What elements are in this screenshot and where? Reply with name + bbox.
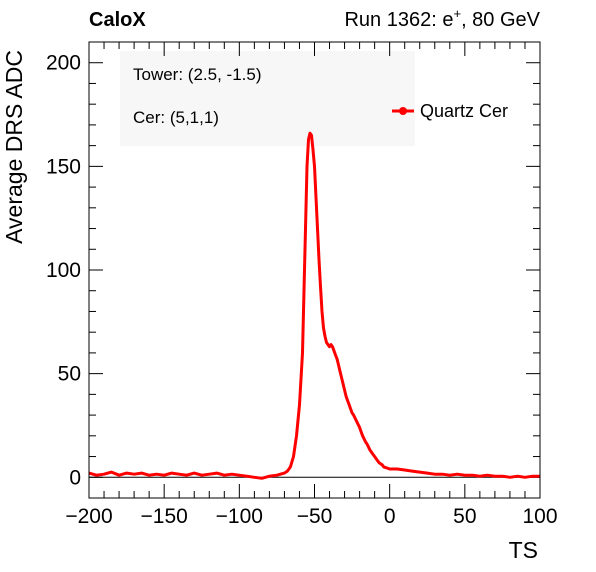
x-tick-label: 0: [384, 505, 396, 528]
header-right-main: Run 1362: e: [344, 9, 453, 31]
x-tick-label: −100: [216, 505, 263, 528]
header-right-tail: , 80 GeV: [461, 9, 541, 31]
y-tick-label: 50: [58, 363, 81, 386]
x-tick-label: 50: [453, 505, 476, 528]
header-right: Run 1362: e+, 80 GeV: [344, 6, 540, 31]
y-tick-label: 150: [46, 155, 81, 178]
series-line-quartz-cer: [88, 131, 540, 480]
legend-label: Quartz Cer: [420, 101, 508, 121]
x-tick-label: −200: [65, 505, 112, 528]
plot-frame: [88, 41, 541, 499]
axes: −200 −150 −100 −50 0 50 100 0 50 100 150 200: [46, 41, 558, 528]
x-tick-label: −50: [297, 505, 333, 528]
y-tick-label: 200: [46, 52, 81, 75]
info-cer: Cer: (5,1,1): [133, 108, 219, 127]
legend: Quartz Cer: [392, 101, 508, 121]
info-box: [120, 51, 415, 146]
y-tick-label: 0: [69, 466, 81, 489]
y-axis-title: Average DRS ADC: [1, 50, 27, 244]
info-tower: Tower: (2.5, -1.5): [133, 65, 262, 84]
x-tick-label: 100: [522, 505, 557, 528]
header-right-sup: +: [453, 6, 461, 21]
legend-marker: [399, 107, 407, 115]
header-left: CaloX: [89, 9, 146, 31]
x-tick-label: −150: [141, 505, 188, 528]
x-axis-title: TS: [509, 537, 538, 563]
y-tick-label: 100: [46, 259, 81, 282]
